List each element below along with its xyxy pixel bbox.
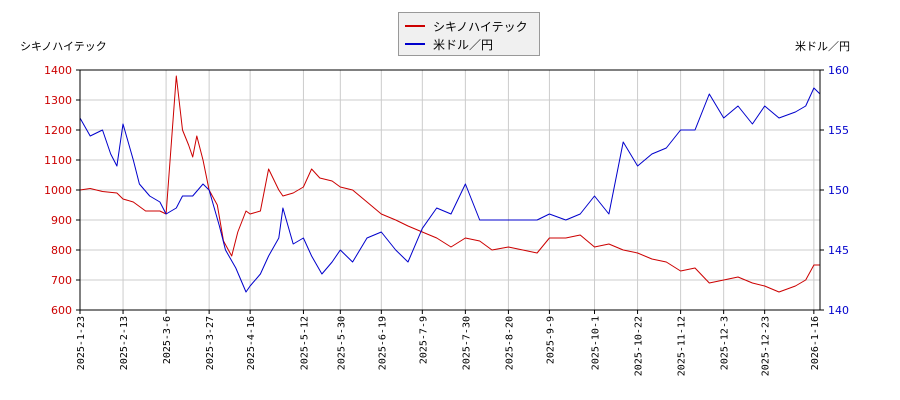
y1-tick-label: 800: [51, 244, 72, 257]
y2-tick-label: 145: [828, 244, 849, 257]
x-tick-label: 2025-10-1: [591, 316, 602, 370]
y2-tick-label: 150: [828, 184, 849, 197]
legend-item-stock: シキノハイテック: [405, 18, 528, 34]
x-tick-label: 2025-1-23: [76, 316, 87, 370]
x-tick-label: 2025-8-20: [504, 316, 515, 370]
y1-tick-label: 600: [51, 304, 72, 317]
y1-tick-label: 1400: [44, 64, 72, 77]
y2-tick-label: 140: [828, 304, 849, 317]
series-lines: [79, 75, 821, 293]
legend: シキノハイテック 米ドル／円: [398, 12, 540, 56]
legend-swatch-usdjpy: [405, 43, 425, 45]
x-tick-label: 2025-5-30: [336, 316, 347, 370]
y1-tick-label: 700: [51, 274, 72, 287]
x-tick-label: 2025-5-12: [299, 316, 310, 370]
grid-lines: [79, 69, 820, 311]
x-tick-label: 2025-12-3: [720, 316, 731, 370]
x-tick-label: 2026-1-16: [810, 316, 821, 370]
y1-tick-label: 1100: [44, 154, 72, 167]
y1-tick-label: 1300: [44, 94, 72, 107]
y1-axis-title: シキノハイテック: [20, 40, 107, 53]
x-tick-label: 2025-4-16: [246, 316, 257, 370]
y1-tick-label: 1000: [44, 184, 72, 197]
axis-ticks: 600 700 800 900 1000 1100 1200 1300 1400 140 145 15…: [44, 64, 849, 376]
x-tick-label: 2025-12-23: [761, 316, 772, 376]
y2-tick-label: 155: [828, 124, 849, 137]
usdjpy-line: [79, 87, 821, 293]
y1-tick-label: 1200: [44, 124, 72, 137]
x-tick-label: 2025-11-12: [677, 316, 688, 376]
x-tick-label: 2025-10-22: [634, 316, 645, 376]
x-tick-label: 2025-7-30: [461, 316, 472, 370]
x-tick-label: 2025-3-27: [205, 316, 216, 370]
legend-item-usdjpy: 米ドル／円: [405, 36, 493, 52]
x-tick-label: 2025-3-6: [162, 316, 173, 364]
x-tick-label: 2025-9-9: [545, 316, 556, 364]
legend-label-usdjpy: 米ドル／円: [433, 37, 494, 52]
y1-tick-label: 900: [51, 214, 72, 227]
stock-price-line: [79, 75, 820, 293]
y2-tick-label: 160: [828, 64, 849, 77]
x-tick-label: 2025-7-9: [418, 316, 429, 364]
x-tick-label: 2025-6-19: [377, 316, 388, 370]
x-tick-label: 2025-2-13: [119, 316, 130, 370]
legend-label-stock: シキノハイテック: [433, 19, 528, 34]
legend-swatch-stock: [405, 25, 425, 27]
y2-axis-title: 米ドル／円: [795, 40, 850, 53]
